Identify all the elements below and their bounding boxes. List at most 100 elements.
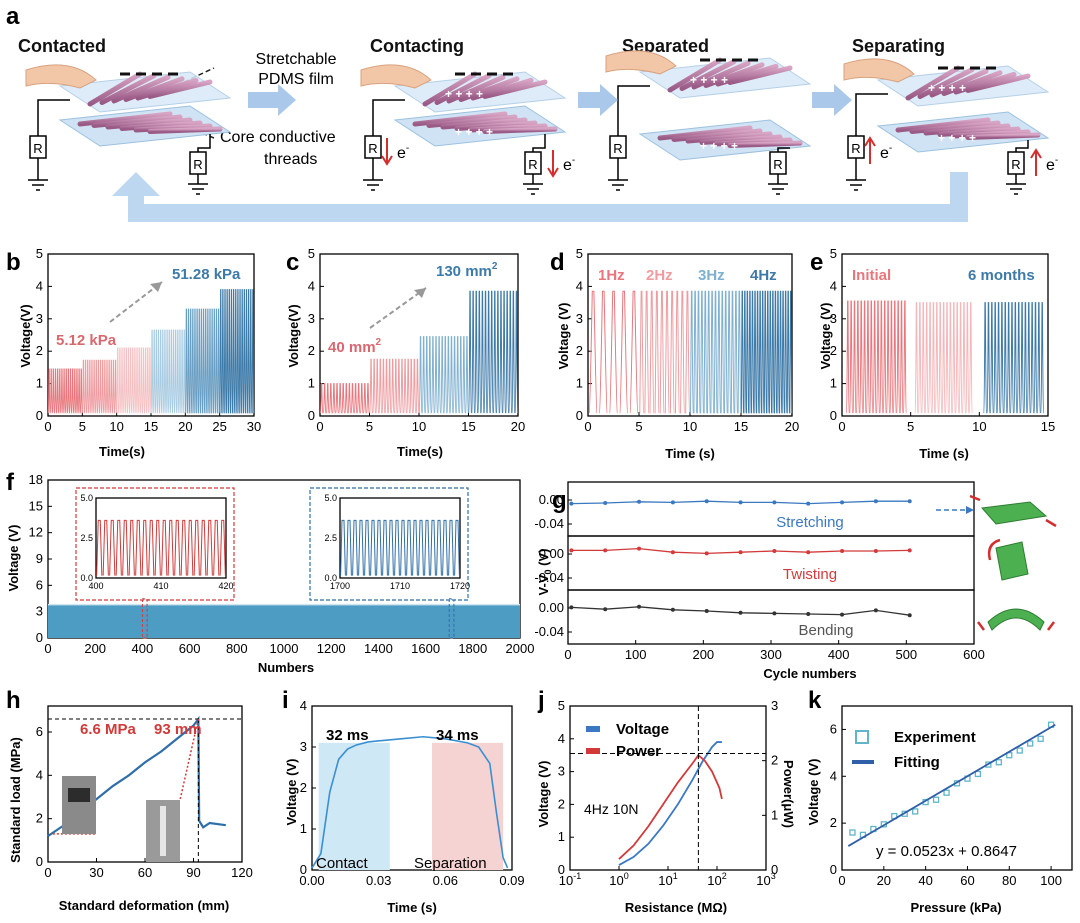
y-tick-label: 2 (576, 343, 583, 358)
data-point (943, 789, 950, 796)
pulse-series-4 (150, 329, 186, 414)
label-stretching: Stretching (776, 514, 844, 531)
x-tick-label: 20 (877, 873, 891, 888)
top-thread (941, 70, 1003, 96)
data-point (907, 548, 912, 553)
current-arrow-head (381, 155, 393, 166)
wire-left (855, 93, 888, 136)
panel-letter: j (537, 687, 545, 714)
current-arrow-head (1030, 148, 1042, 159)
electron-charge: - (1055, 155, 1058, 166)
y-tick-label: 2 (300, 780, 307, 795)
y-tick-label: 2 (36, 343, 43, 358)
y-tick-label: 3 (830, 311, 837, 326)
pulse-series-2 (82, 359, 117, 414)
data-point (1027, 740, 1034, 747)
y-tick-label: 15 (29, 498, 43, 513)
top-thread (953, 71, 1017, 95)
data-point (603, 501, 608, 505)
x-tick-label: 100 (609, 871, 628, 888)
y-axis-label: Voltage(V) (286, 304, 301, 367)
x-tick-label: 0 (564, 647, 571, 662)
bottom-thread (468, 123, 548, 133)
x-tick-label: 10 (412, 419, 426, 434)
x-tick-label: 30 (89, 865, 103, 880)
x-tick-exponent: -1 (573, 871, 581, 881)
x-tick-label: 400 (132, 641, 154, 656)
x-axis-label: Time (s) (387, 900, 437, 915)
y-tick-label: 3 (308, 311, 315, 326)
thread-label-1: Core conductive (220, 129, 336, 146)
x-axis-label: Pressure (kPa) (910, 900, 1001, 915)
label-condition: 4Hz 10N (584, 801, 638, 817)
y-axis-label: V-V0 (V) (536, 549, 553, 596)
bottom-thread (923, 123, 1011, 136)
bottom-thread (77, 111, 173, 127)
legend-swatch-voltage (586, 726, 600, 732)
label-peak-load: 6.6 MPa (80, 721, 137, 738)
panel-letter: a (6, 3, 20, 30)
x-tick-label: 0 (838, 873, 845, 888)
positive-charges: + + + + (700, 139, 738, 153)
pulse-series-3 (418, 336, 469, 414)
y-axis-label: Voltage (V) (6, 525, 21, 592)
x-axis-label: Time (s) (665, 446, 715, 461)
y-tick-label: 3 (300, 739, 307, 754)
inset-signal (340, 519, 460, 576)
y-axis-label: Voltage (V) (536, 761, 551, 828)
y-tick-label: 0.00 (539, 492, 564, 507)
label-separation: Separation (414, 855, 487, 872)
voltage-pulse (311, 735, 509, 869)
wire-right (197, 134, 211, 152)
bottom-thread (133, 123, 213, 133)
specimen-photo-1 (62, 776, 96, 834)
data-point (1037, 735, 1044, 742)
y-tick-label: 6 (36, 724, 43, 739)
top-thread (99, 73, 157, 105)
inset-y-tick-label: 0.0 (324, 573, 337, 583)
twist-sketch-icon (987, 538, 1029, 581)
y-tick-label: 4 (36, 278, 43, 293)
panel-letter: b (6, 249, 21, 276)
inset-1-border (75, 487, 235, 601)
top-thread (691, 60, 751, 90)
bottom-thread (685, 131, 773, 144)
x-axis-label: Cycle numbers (763, 666, 856, 681)
panel-letter: i (282, 687, 289, 714)
electron-label: e- (1046, 155, 1058, 174)
x-tick-label: 2000 (506, 641, 535, 656)
data-point (974, 770, 982, 778)
data-point (603, 548, 608, 553)
x-tick-label: 5 (907, 419, 914, 434)
inset-x-tick-label: 400 (88, 581, 103, 591)
finger (360, 64, 432, 89)
label-4hz: 4Hz (750, 267, 777, 284)
y-tick-label: -0.04 (534, 570, 564, 585)
bottom-thread (937, 126, 1021, 137)
top-thread (135, 77, 199, 101)
leader-film (183, 67, 215, 83)
y-axis-label: Voltage (V) (284, 759, 299, 826)
x-tick-label: 80 (1002, 873, 1016, 888)
x-tick-label: 0.09 (499, 873, 524, 888)
data-point (738, 610, 743, 615)
data-point (704, 609, 709, 613)
resistor-label: R (368, 141, 377, 156)
zoom-connector-2 (449, 598, 456, 601)
data-point (806, 612, 811, 616)
data-point (772, 500, 777, 505)
bottom-thread (965, 132, 1041, 140)
plot-frame (841, 705, 1073, 871)
resistor-label: R (851, 141, 860, 156)
y-tick-label: 1 (830, 376, 837, 391)
panel-letter: g (552, 487, 567, 514)
fit-equation: y = 0.0523x + 0.8647 (876, 843, 1017, 860)
pulse-series-5 (185, 308, 220, 414)
pulse-series-2 (914, 302, 973, 414)
finger (843, 58, 915, 83)
x-tick-label: 1600 (411, 641, 440, 656)
current-arrow-head (864, 136, 876, 147)
x-tick-label: 600 (179, 641, 201, 656)
bottom-thread (454, 120, 538, 131)
